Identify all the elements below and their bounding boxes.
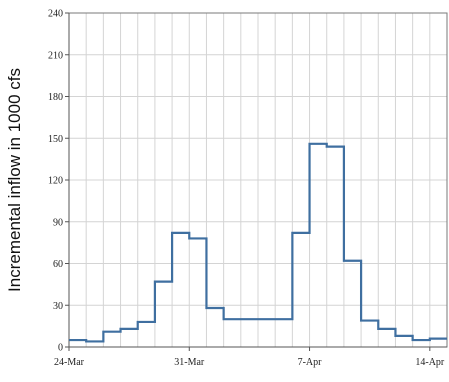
axes [65, 12, 448, 351]
x-tick-label: 24-Mar [54, 357, 85, 368]
inflow-step-line [69, 142, 447, 343]
y-tick-label: 120 [48, 176, 63, 187]
tick-labels: 0 30 60 90 120 150 180 210 240 24-Mar 31-Mar 7-Apr 1… [48, 9, 445, 369]
y-tick-label: 150 [48, 134, 63, 145]
x-tick-label: 31-Mar [174, 357, 205, 368]
y-tick-label: 60 [53, 259, 63, 270]
y-tick-label: 90 [53, 217, 63, 228]
x-tick-label: 7-Apr [298, 357, 323, 368]
grid [69, 13, 447, 347]
y-tick-label: 180 [48, 92, 63, 103]
series [69, 142, 447, 343]
y-tick-label: 30 [53, 301, 63, 312]
y-tick-label: 0 [58, 343, 63, 354]
y-tick-label: 210 [48, 50, 63, 61]
y-tick-label: 240 [48, 9, 63, 20]
y-axis-title: Incremental inflow in 1000 cfs [5, 68, 24, 292]
x-tick-label: 14-Apr [415, 357, 445, 368]
